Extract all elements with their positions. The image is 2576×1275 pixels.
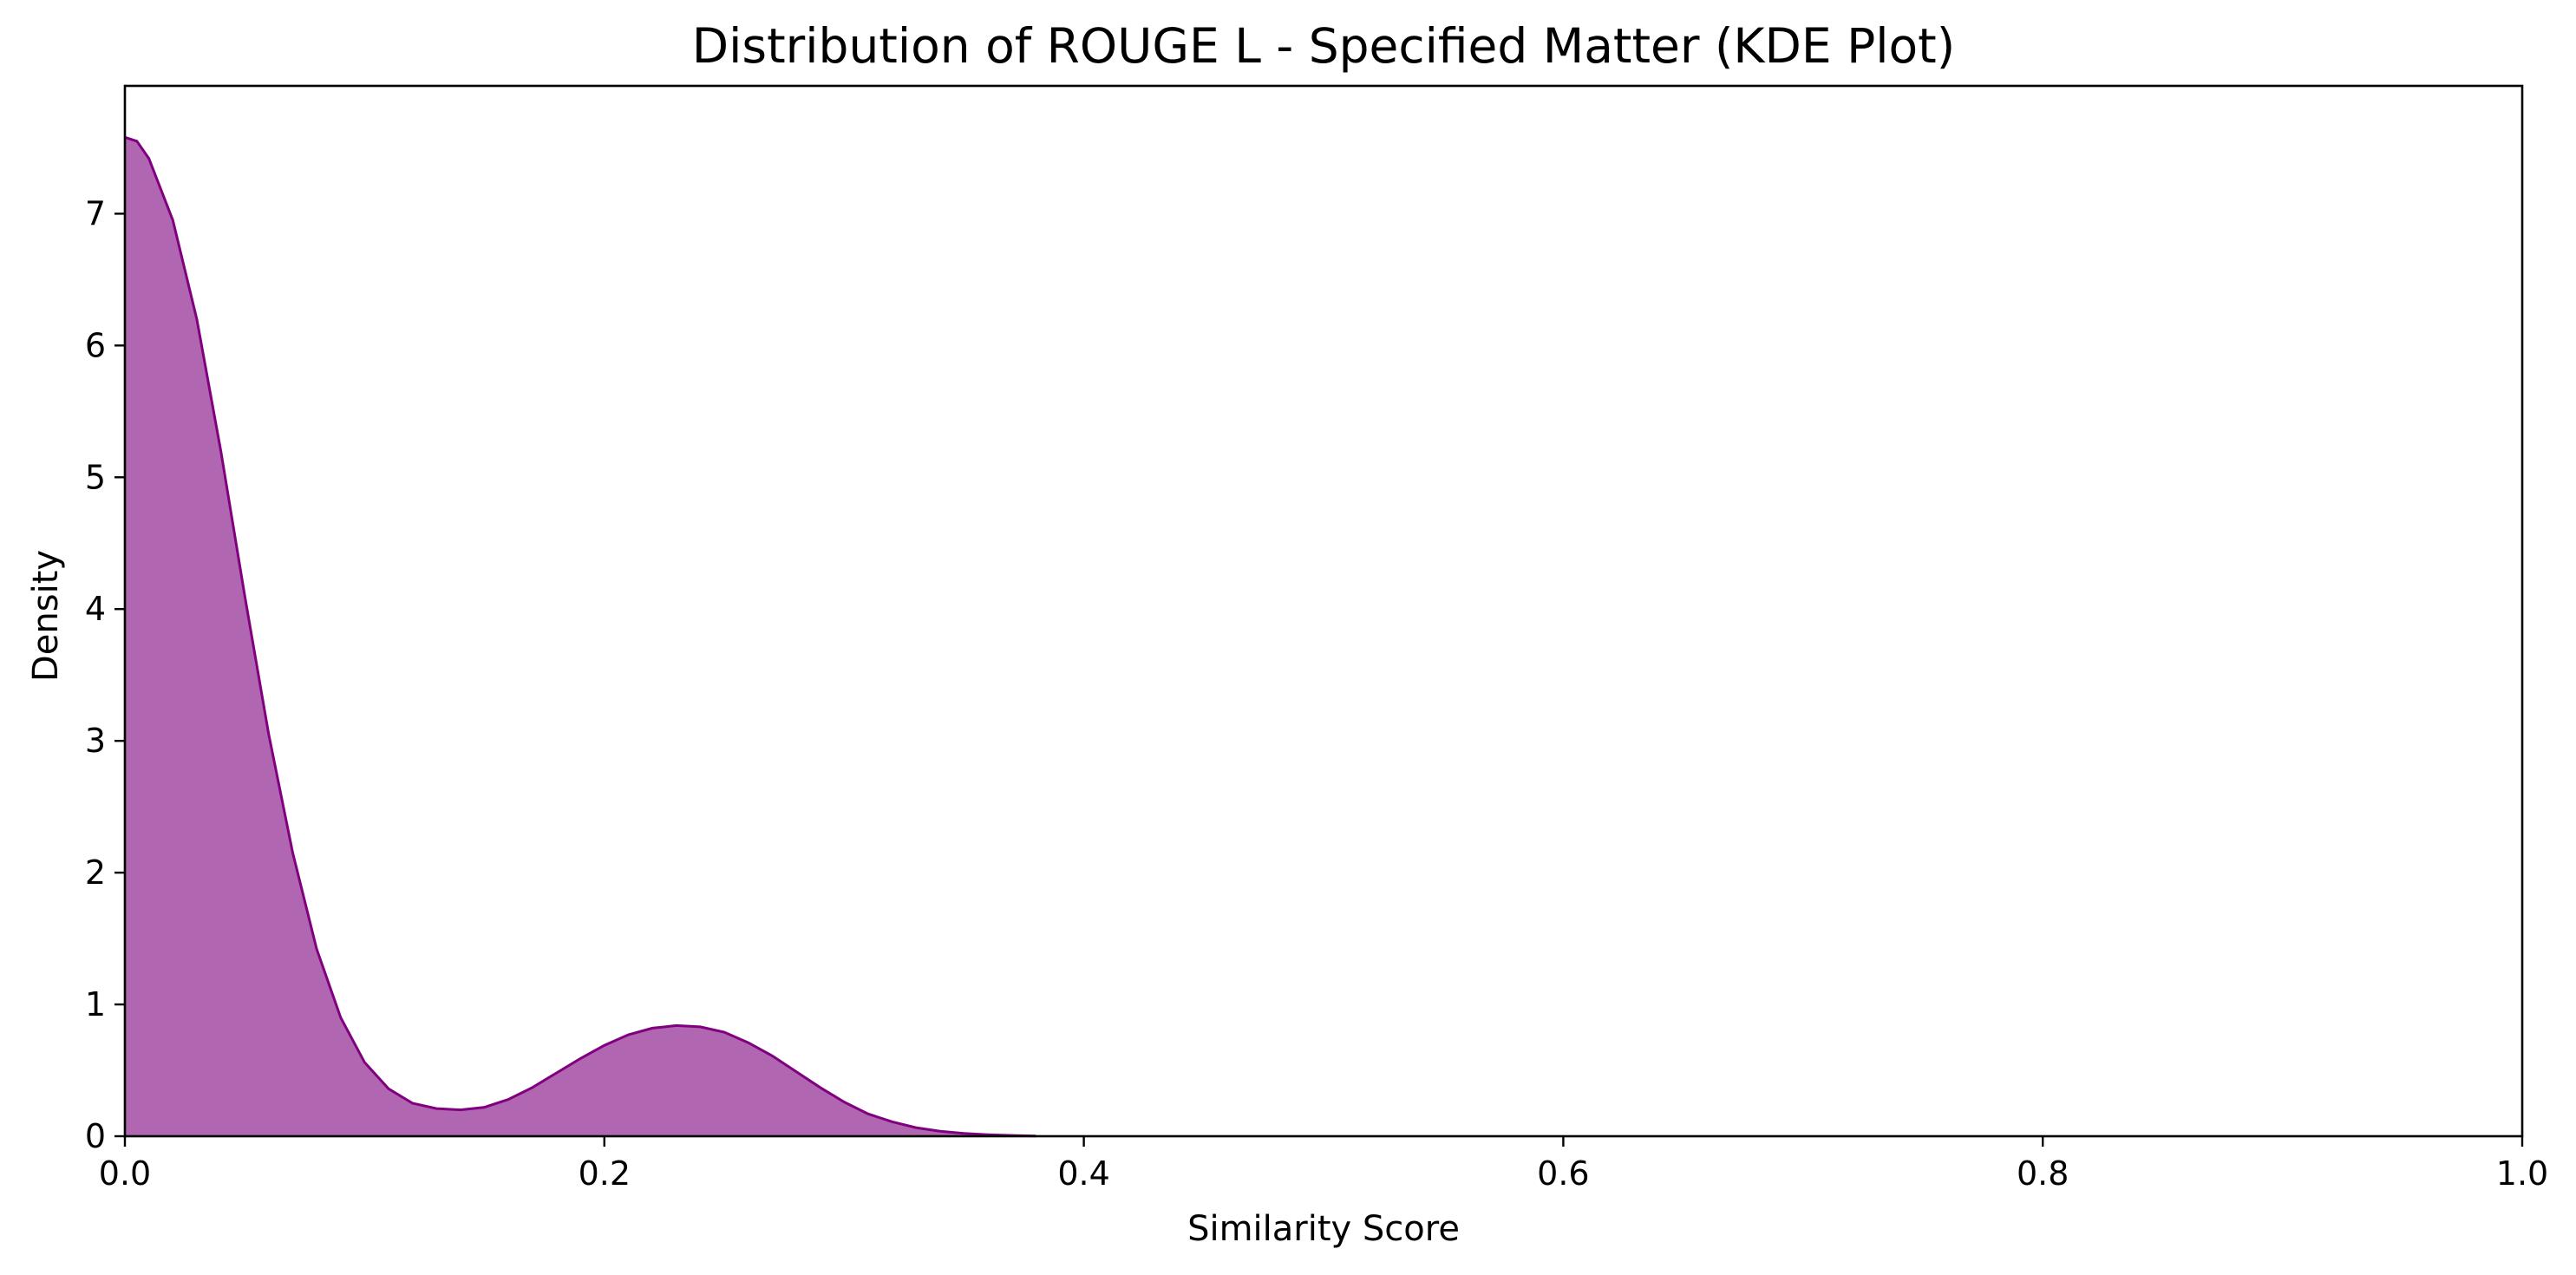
y-tick-label: 0 [85, 1117, 106, 1155]
y-tick-label: 4 [85, 590, 106, 628]
y-tick-label: 1 [85, 985, 106, 1023]
kde-fill-area [125, 137, 1036, 1136]
y-axis-label: Density [26, 550, 66, 682]
x-tick-label: 0.2 [579, 1154, 631, 1193]
kde-density-line [124, 135, 1036, 1138]
y-tick-label: 7 [85, 194, 106, 232]
y-tick-label: 3 [85, 722, 106, 760]
x-tick-label: 0.0 [99, 1154, 151, 1193]
y-tick-label: 5 [85, 458, 106, 496]
axes-frame [123, 84, 2524, 1138]
plot-area [124, 135, 1036, 1138]
x-axis-ticks: 0.0 0.2 0.4 0.6 0.8 1.0 [99, 1136, 2548, 1193]
x-axis-label: Similarity Score [1187, 1209, 1460, 1249]
x-tick-label: 0.6 [1537, 1154, 1589, 1193]
x-tick-label: 1.0 [2496, 1154, 2548, 1193]
y-tick-label: 6 [85, 326, 106, 364]
chart-title: Distribution of ROUGE L - Specified Matt… [692, 18, 1955, 74]
y-tick-label: 2 [85, 853, 106, 892]
y-axis-ticks: 0 1 2 3 4 5 6 7 [85, 194, 125, 1155]
x-tick-label: 0.8 [2017, 1154, 2069, 1193]
x-tick-label: 0.4 [1057, 1154, 1109, 1193]
